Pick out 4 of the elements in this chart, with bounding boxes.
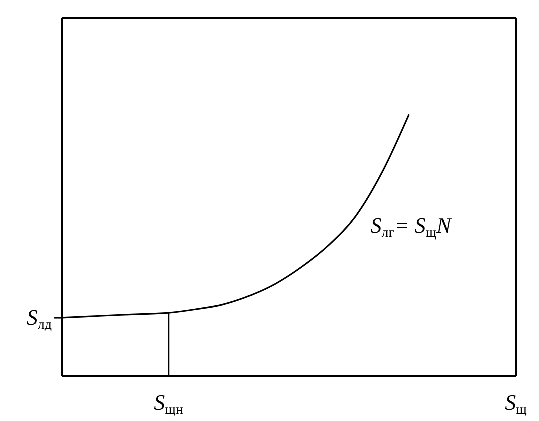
- x-tick-label: S$_{щ}$: [505, 390, 528, 418]
- annotation: S$_{лг}$= S$_{щ}$N: [370, 212, 453, 241]
- x-tick-label: S$_{щн}$: [154, 390, 184, 418]
- text: S$_{лд}$: [26, 304, 52, 334]
